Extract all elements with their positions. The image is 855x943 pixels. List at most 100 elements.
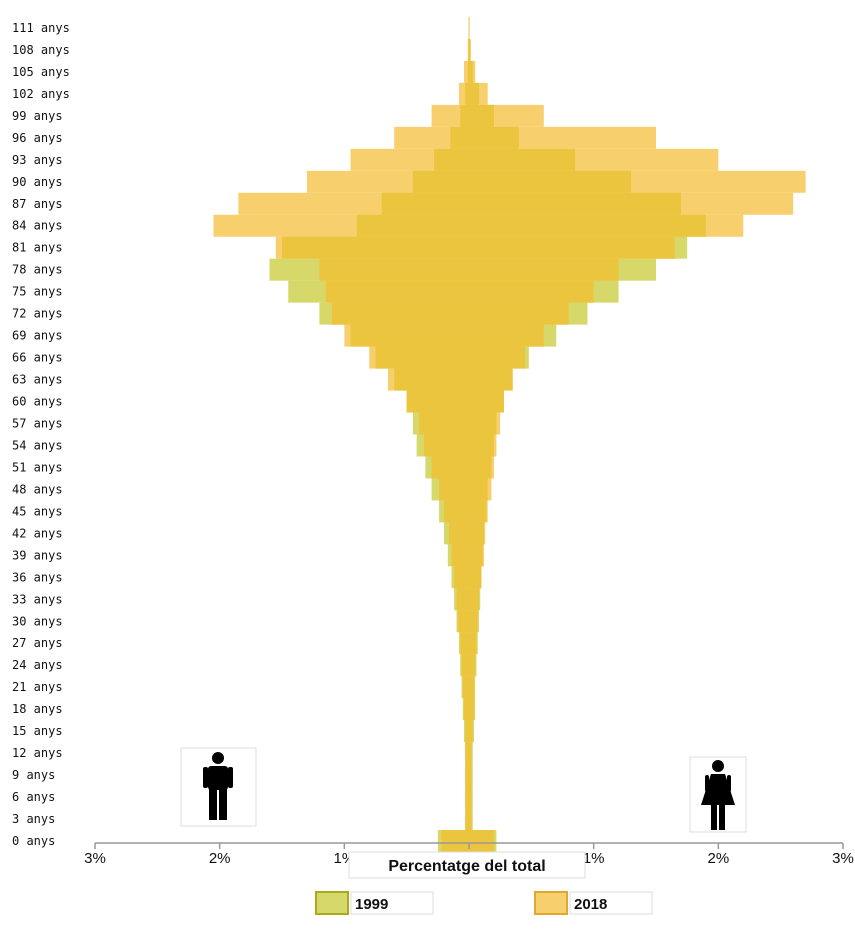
bar-overlap-male-age-45 — [444, 500, 469, 523]
bar-overlap-male-age-21 — [462, 676, 469, 699]
bar-overlap-male-age-87 — [381, 192, 469, 215]
legend-label-2018: 2018 — [574, 896, 607, 913]
legend-swatch-1999 — [315, 891, 349, 915]
y-tick-label: 108 anys — [12, 43, 70, 57]
bar-overlap-female-age-0 — [469, 830, 494, 852]
y-tick-label: 81 anys — [12, 241, 63, 255]
bar-overlap-male-age-6 — [465, 786, 469, 809]
legend-swatch-2018 — [534, 891, 568, 915]
y-tick-label: 51 anys — [12, 460, 63, 474]
bar-overlap-female-age-9 — [469, 764, 472, 787]
bar-overlap-female-age-48 — [469, 478, 488, 501]
y-tick-label: 72 anys — [12, 307, 63, 321]
bar-overlap-male-age-57 — [419, 412, 469, 435]
bar-overlap-female-age-27 — [469, 632, 477, 655]
y-tick-label: 33 anys — [12, 592, 63, 606]
bar-overlap-male-age-96 — [450, 126, 469, 149]
bar-overlap-female-age-24 — [469, 654, 476, 677]
bar-overlap-female-age-45 — [469, 500, 487, 523]
bar-overlap-male-age-90 — [412, 170, 469, 193]
bar-overlap-male-age-105 — [467, 60, 469, 83]
bar-2018-male-age-99 — [431, 104, 469, 127]
y-tick-label: 78 anys — [12, 263, 63, 277]
bar-overlap-male-age-12 — [465, 742, 469, 765]
bar-overlap-female-age-60 — [469, 390, 504, 413]
bar-overlap-male-age-3 — [465, 808, 469, 831]
y-tick-label: 57 anys — [12, 417, 63, 431]
bar-overlap-male-age-18 — [464, 698, 469, 721]
bar-overlap-female-age-72 — [469, 302, 569, 325]
bar-overlap-female-age-51 — [469, 456, 492, 479]
bar-overlap-male-age-99 — [460, 104, 469, 127]
bar-overlap-male-age-24 — [461, 654, 469, 677]
bar-overlap-male-age-66 — [375, 346, 469, 369]
y-tick-label: 60 anys — [12, 395, 63, 409]
y-tick-label: 9 anys — [12, 768, 55, 782]
bar-overlap-female-age-81 — [469, 236, 675, 259]
bar-overlap-female-age-6 — [469, 786, 472, 809]
bar-overlap-female-age-93 — [469, 148, 575, 171]
bar-overlap-male-age-54 — [424, 434, 469, 457]
legend-label-1999: 1999 — [355, 896, 388, 913]
male-icon — [180, 747, 257, 827]
bar-overlap-female-age-63 — [469, 368, 513, 391]
bar-overlap-male-age-102 — [465, 82, 469, 105]
bar-overlap-male-age-51 — [431, 456, 469, 479]
y-tick-label: 63 anys — [12, 373, 63, 387]
bar-2018-male-age-102 — [459, 82, 469, 105]
bar-overlap-female-age-15 — [469, 720, 473, 743]
bar-overlap-male-age-81 — [282, 236, 469, 259]
bar-2018-male-age-105 — [464, 60, 469, 83]
y-tick-label: 99 anys — [12, 109, 63, 123]
bar-overlap-female-age-108 — [469, 38, 471, 61]
bar-overlap-female-age-105 — [469, 60, 473, 83]
y-tick-label: 18 anys — [12, 702, 63, 716]
x-tick-label: 2% — [209, 850, 231, 867]
y-tick-label: 87 anys — [12, 197, 63, 211]
y-axis-tick-labels: 0 anys 3 anys 6 anys 9 anys 12 anys 15 anys 18… — [12, 21, 70, 848]
y-tick-label: 3 anys — [12, 812, 55, 826]
bar-overlap-female-age-36 — [469, 566, 482, 589]
bar-overlap-female-age-42 — [469, 522, 484, 545]
y-tick-label: 48 anys — [12, 482, 63, 496]
bar-overlap-male-age-30 — [457, 610, 469, 633]
x-axis-title: Percentatge del total — [388, 858, 545, 875]
x-tick-label: 3% — [84, 850, 106, 867]
bar-overlap-female-age-18 — [469, 698, 474, 721]
bar-overlap-male-age-93 — [434, 148, 469, 171]
y-tick-label: 36 anys — [12, 570, 63, 584]
bar-overlap-male-age-9 — [465, 764, 469, 787]
y-tick-label: 102 anys — [12, 87, 70, 101]
bar-overlap-male-age-42 — [449, 522, 469, 545]
y-tick-label: 93 anys — [12, 153, 63, 167]
bar-overlap-female-age-69 — [469, 324, 544, 347]
y-tick-label: 69 anys — [12, 329, 63, 343]
y-tick-label: 15 anys — [12, 724, 63, 738]
bar-overlap-female-age-39 — [469, 544, 483, 567]
bar-overlap-female-age-99 — [469, 104, 494, 127]
x-tick-label: 2% — [707, 850, 729, 867]
y-tick-label: 111 anys — [12, 21, 70, 35]
bar-overlap-female-age-84 — [469, 214, 706, 237]
bar-overlap-male-age-72 — [331, 302, 469, 325]
bar-overlap-male-age-33 — [456, 588, 469, 611]
bar-overlap-male-age-15 — [465, 720, 469, 743]
bar-overlap-female-age-33 — [469, 588, 479, 611]
y-tick-label: 96 anys — [12, 131, 63, 145]
y-tick-label: 21 anys — [12, 680, 63, 694]
legend: 1999 2018 — [315, 891, 653, 915]
y-tick-label: 90 anys — [12, 175, 63, 189]
bar-overlap-female-age-102 — [469, 82, 479, 105]
bar-overlap-male-age-63 — [394, 368, 469, 391]
y-tick-label: 6 anys — [12, 790, 55, 804]
bar-overlap-male-age-75 — [325, 280, 469, 303]
y-tick-label: 66 anys — [12, 351, 63, 365]
legend-item-1999: 1999 — [315, 891, 434, 915]
bar-overlap-female-age-90 — [469, 170, 632, 193]
x-tick-label: 3% — [832, 850, 854, 867]
bar-overlap-female-age-21 — [469, 676, 474, 699]
bar-overlap-female-age-12 — [469, 742, 472, 765]
bar-overlap-female-age-3 — [469, 808, 472, 831]
x-tick-label: 1% — [583, 850, 605, 867]
bar-overlap-male-age-69 — [350, 324, 469, 347]
